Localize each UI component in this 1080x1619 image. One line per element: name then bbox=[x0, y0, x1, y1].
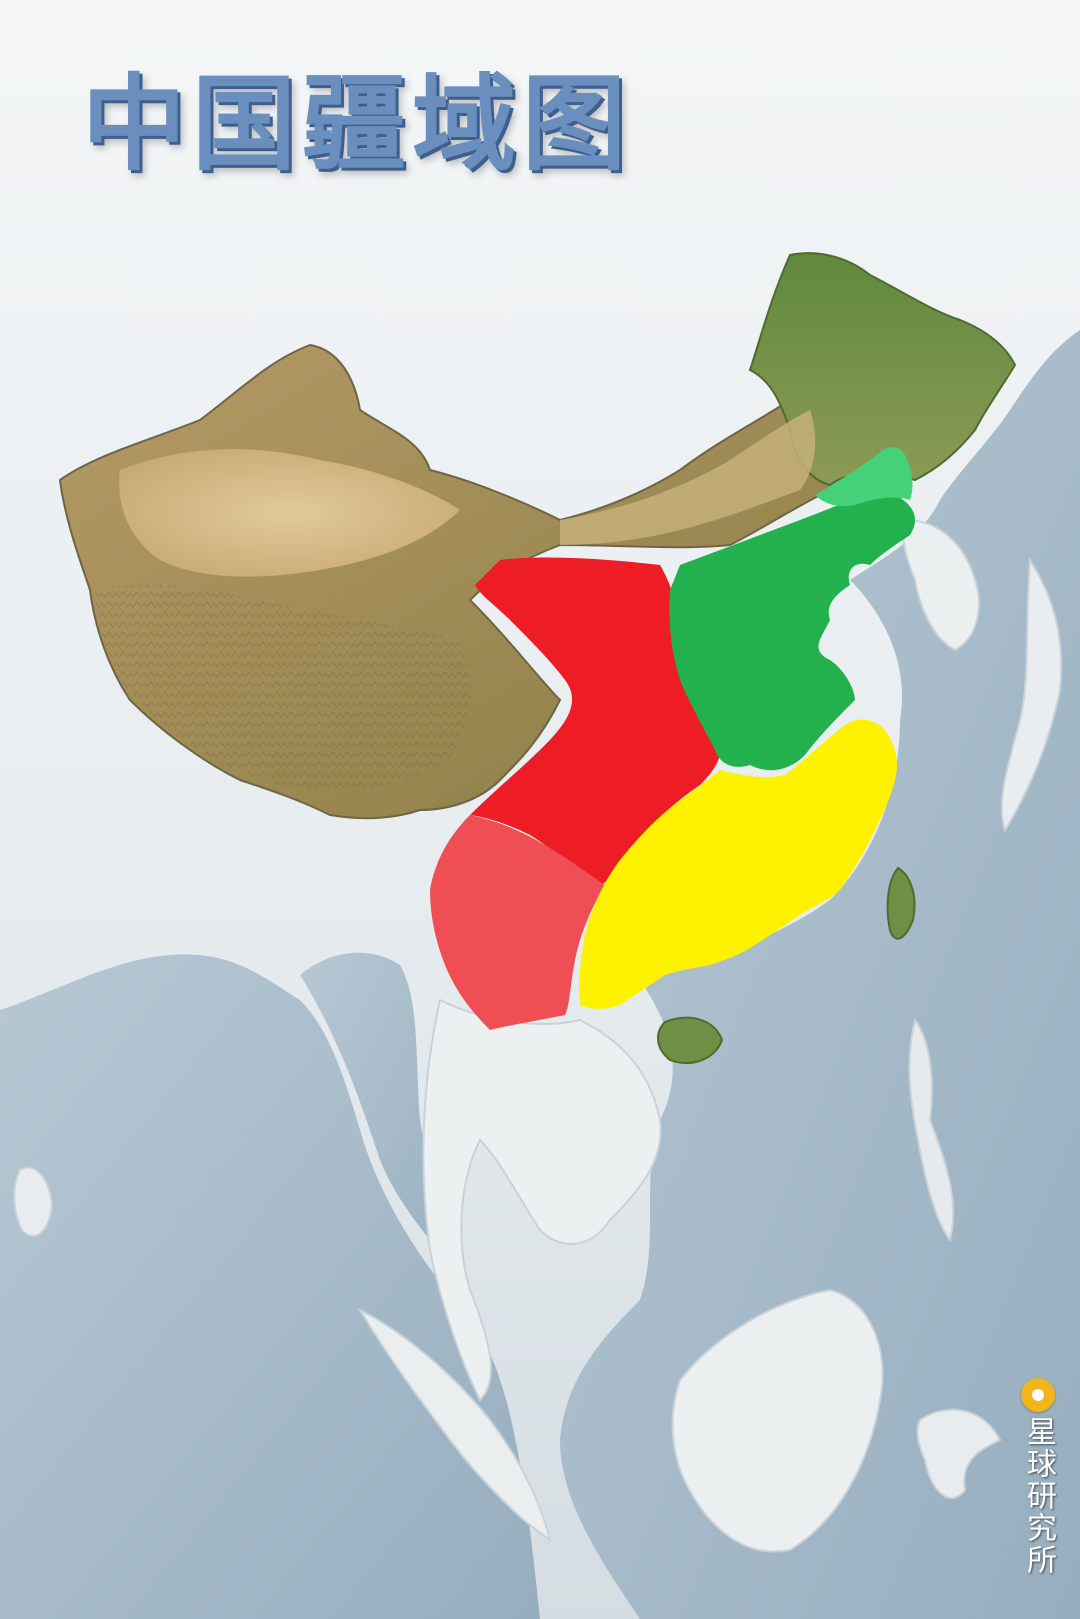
indian-ocean bbox=[0, 954, 540, 1619]
inner-mongolia-band bbox=[560, 410, 816, 545]
region-green-light bbox=[815, 447, 913, 507]
watermark-text: 星球研究所 bbox=[1021, 1416, 1056, 1576]
region-red-light bbox=[430, 815, 605, 1030]
sri-lanka bbox=[13, 1166, 54, 1237]
japan bbox=[1000, 556, 1063, 833]
brand-logo-icon bbox=[1021, 1378, 1055, 1412]
northeast-forest bbox=[748, 252, 1017, 487]
sumatra bbox=[357, 1307, 552, 1543]
region-green bbox=[669, 494, 915, 771]
region-red bbox=[470, 557, 722, 890]
philippines bbox=[908, 1017, 955, 1243]
tarim-basin bbox=[119, 449, 461, 577]
region-yellow bbox=[579, 719, 897, 1009]
watermark: 星球研究所 bbox=[1008, 1378, 1068, 1576]
tibetan-plateau-texture bbox=[95, 584, 471, 791]
sulawesi bbox=[916, 1408, 1002, 1500]
borneo bbox=[671, 1288, 884, 1553]
map-title: 中国疆域图 bbox=[82, 62, 633, 185]
korean-peninsula bbox=[902, 518, 980, 652]
indochina bbox=[422, 998, 662, 1402]
taiwan bbox=[886, 866, 916, 940]
pacific-and-china-seas bbox=[560, 330, 1080, 1619]
hainan bbox=[657, 1016, 724, 1065]
